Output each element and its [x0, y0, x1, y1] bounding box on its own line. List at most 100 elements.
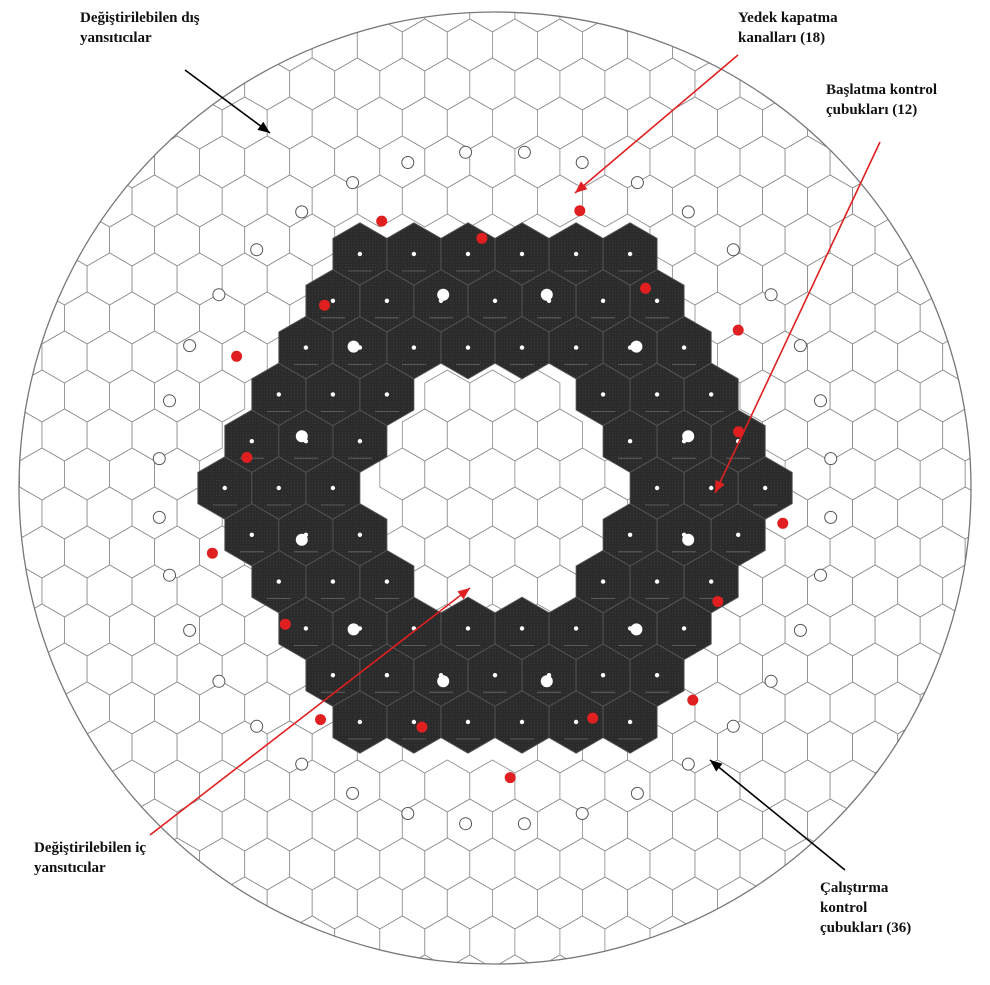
spare-shutdown-channel	[712, 596, 724, 607]
spare-shutdown-channel	[231, 350, 243, 362]
channel-dot	[249, 439, 254, 444]
channel-dot	[384, 298, 390, 303]
channel-dot	[627, 251, 633, 257]
channel-dot	[600, 392, 606, 397]
operating-control-rod	[295, 205, 309, 219]
operating-control-rod	[726, 719, 740, 733]
channel-dot	[465, 251, 471, 257]
channel-dot	[681, 626, 687, 631]
operating-control-rod	[183, 339, 197, 353]
channel-dot	[411, 719, 417, 725]
channel-dot	[709, 485, 714, 491]
channel-dot	[600, 298, 606, 303]
reflector-hex-cell	[964, 447, 971, 501]
label-outer-reflectors-line2: yansıtıcılar	[80, 30, 152, 46]
startup-control-rod	[295, 430, 308, 443]
reflector-hex-cell	[964, 525, 971, 579]
label-inner-reflectors-line1: Değiştirilebilen iç	[34, 840, 147, 856]
operating-control-rod	[630, 176, 644, 190]
arrow-head-icon	[457, 588, 470, 600]
reflector-hex-cell	[964, 369, 971, 423]
operating-control-rod	[346, 176, 360, 190]
channel-dot	[276, 392, 281, 397]
outer-control-ring	[152, 145, 838, 831]
operating-control-rod	[575, 156, 589, 169]
operating-control-rod	[681, 757, 695, 771]
channel-dot	[519, 345, 525, 350]
channel-dot	[654, 298, 660, 303]
channel-dot	[736, 532, 741, 537]
spare-shutdown-channel	[416, 721, 428, 733]
channel-dot	[303, 626, 309, 631]
label-spare-shutdown: Yedek kapatma kanalları (18)	[738, 8, 838, 48]
channel-dot	[465, 345, 471, 350]
label-spare-shutdown-line1: Yedek kapatma	[738, 10, 838, 26]
label-startup-rods-line1: Başlatma kontrol	[826, 82, 937, 98]
startup-control-rod	[540, 675, 553, 688]
spare-shutdown-channel	[574, 205, 586, 217]
label-startup-rods: Başlatma kontrol çubukları (12)	[826, 80, 937, 120]
channel-dot	[384, 673, 390, 678]
channel-dot	[303, 345, 309, 350]
arrow-head-icon	[715, 480, 725, 493]
channel-dot	[411, 345, 417, 350]
channel-dot	[222, 485, 227, 491]
operating-control-rod	[163, 394, 176, 408]
channel-dot	[763, 485, 768, 491]
label-inner-reflectors-line2: yansıtıcılar	[34, 860, 106, 876]
channel-dot	[627, 439, 633, 444]
operating-control-rod	[681, 205, 695, 219]
spare-shutdown-channel	[476, 232, 488, 244]
channel-dot	[330, 485, 336, 491]
label-operating-rods-line1: Çalıştırma	[820, 880, 889, 896]
arrow-head-icon	[710, 760, 723, 772]
spare-shutdown-channel	[640, 282, 651, 294]
channel-dot	[709, 579, 714, 584]
operating-control-rod	[764, 288, 778, 302]
channel-dot	[384, 392, 390, 397]
label-spare-shutdown-line2: kanalları (18)	[738, 30, 826, 46]
operating-control-rod	[459, 145, 473, 159]
channel-dot	[357, 251, 363, 257]
operating-control-rod	[764, 674, 778, 688]
channel-dot	[384, 579, 390, 584]
channel-dot	[519, 719, 525, 725]
operating-control-rod	[401, 156, 415, 169]
vessel-boundary	[18, 11, 972, 965]
startup-control-rod	[540, 288, 553, 301]
channel-dot	[357, 719, 363, 725]
channel-dot	[654, 673, 660, 678]
channel-dot	[492, 673, 498, 678]
reflector-hex-cell	[919, 681, 966, 735]
label-outer-reflectors-line1: Değiştirilebilen dış	[80, 10, 200, 26]
channel-dot	[276, 579, 281, 584]
spare-shutdown-channel	[206, 547, 218, 559]
spare-shutdown-channel	[733, 426, 745, 438]
operating-control-rod	[152, 510, 166, 524]
spare-shutdown-channel	[279, 618, 291, 630]
operating-control-rod	[295, 757, 309, 771]
operating-control-rod	[517, 817, 531, 831]
operating-control-rod	[824, 452, 838, 466]
startup-control-rod	[437, 675, 450, 688]
operating-control-rod	[824, 510, 838, 524]
channel-dot	[600, 579, 606, 584]
channel-dot	[330, 579, 336, 584]
spare-shutdown-channel	[732, 324, 744, 336]
label-operating-rods-line2: kontrol	[820, 900, 868, 916]
channel-dot	[627, 719, 633, 725]
operating-control-rod	[630, 786, 644, 800]
operating-control-rod	[814, 568, 827, 582]
operating-control-rod	[163, 568, 176, 582]
channel-dot	[519, 626, 525, 631]
spare-shutdown-channel	[504, 772, 516, 784]
channel-dot	[357, 439, 363, 444]
channel-dot	[411, 251, 417, 257]
arrow-outer-reflectors-line	[184, 69, 271, 134]
startup-control-rod	[630, 623, 643, 636]
channel-dot	[573, 719, 579, 725]
spare-shutdown-channel	[777, 517, 789, 529]
channel-dot	[465, 626, 471, 631]
spare-shutdown-channel	[315, 714, 326, 726]
channel-dot	[330, 298, 336, 303]
